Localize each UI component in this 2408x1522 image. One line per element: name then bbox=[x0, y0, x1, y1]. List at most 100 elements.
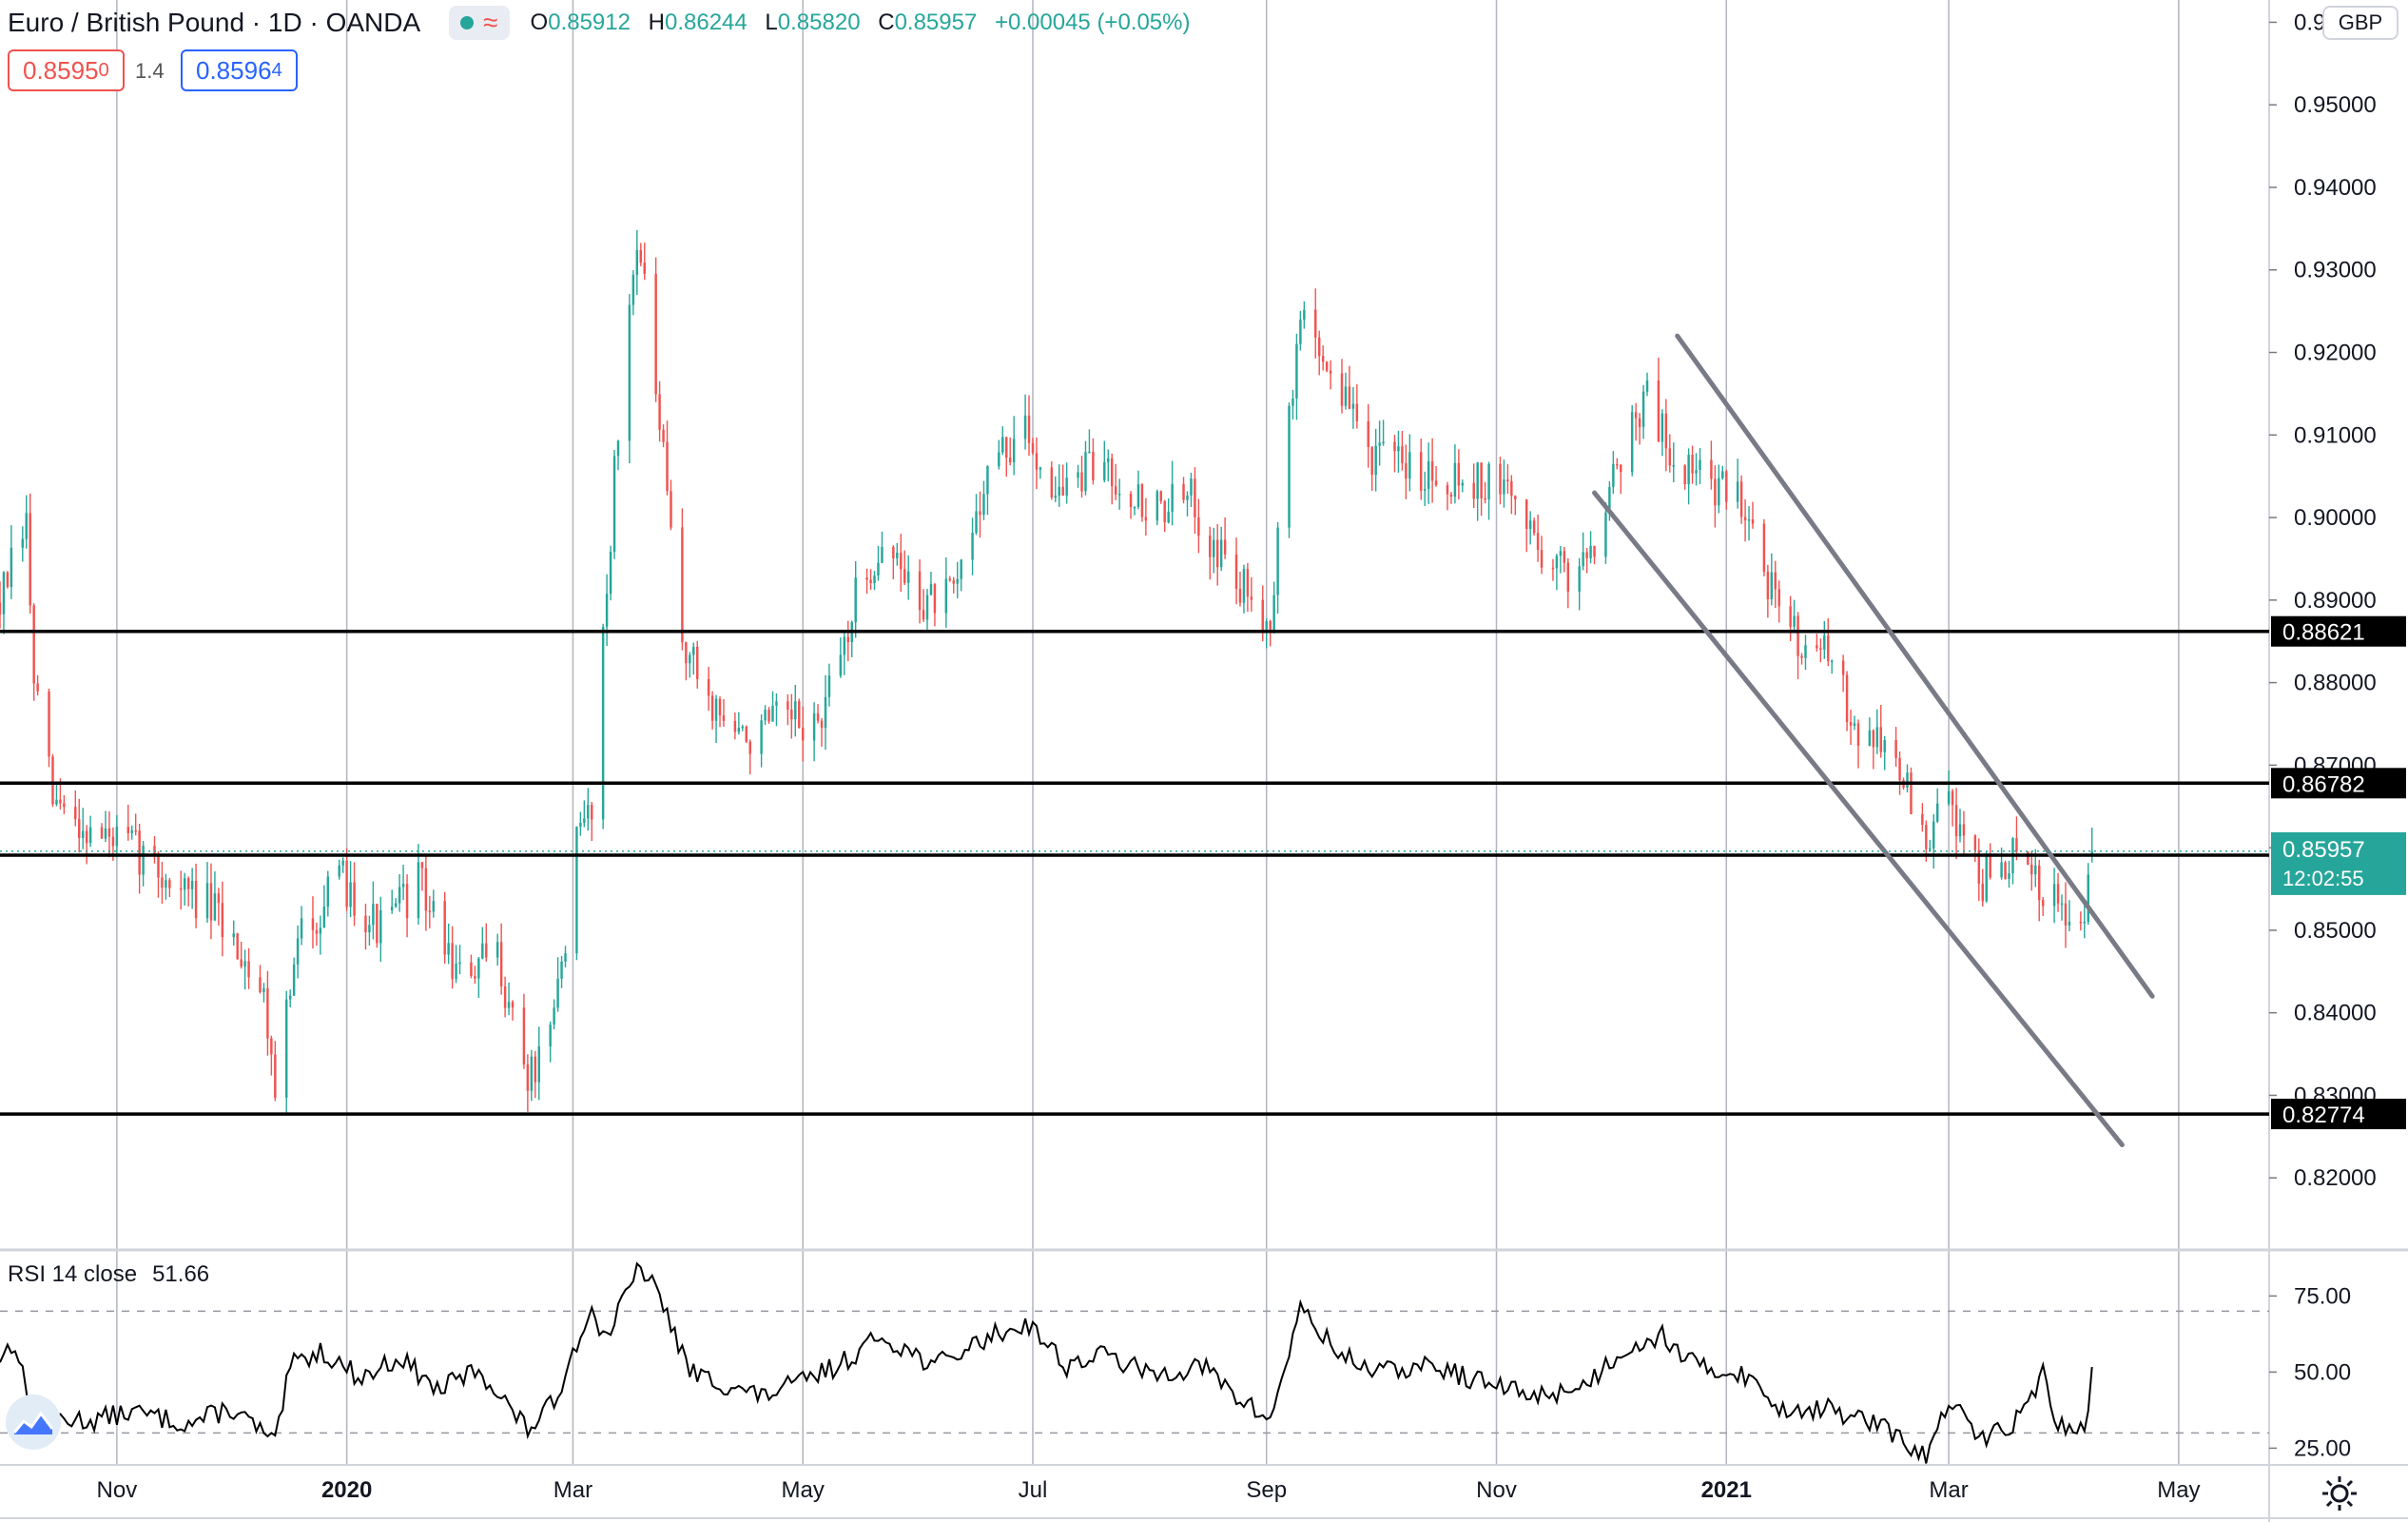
candle-up bbox=[1219, 539, 1223, 568]
candle-down bbox=[1321, 356, 1325, 362]
candle-down bbox=[376, 904, 379, 944]
candle-up bbox=[1299, 320, 1302, 344]
level-label-box bbox=[2271, 1099, 2406, 1130]
candle-up bbox=[1831, 660, 1834, 662]
candle-up bbox=[1559, 551, 1563, 556]
candle-up bbox=[1906, 772, 1909, 788]
candle-up bbox=[81, 830, 85, 839]
candle-down bbox=[217, 893, 221, 904]
candle-down bbox=[1962, 824, 1966, 836]
ohlc-open-value: 0.85912 bbox=[548, 10, 631, 35]
candle-up bbox=[1932, 821, 1935, 849]
sell-button[interactable]: 0.8595 0 bbox=[8, 49, 125, 91]
candle-down bbox=[526, 1064, 530, 1091]
candle-down bbox=[722, 715, 726, 721]
candle-up bbox=[1641, 391, 1645, 427]
candle-down bbox=[2027, 851, 2029, 865]
candle-down bbox=[903, 569, 906, 583]
candle-up bbox=[812, 712, 816, 741]
tradingview-logo-icon[interactable] bbox=[6, 1395, 61, 1450]
candle-up bbox=[1630, 412, 1634, 473]
candle-up bbox=[549, 1024, 552, 1047]
currency-button[interactable]: GBP bbox=[2322, 6, 2398, 40]
candle-up bbox=[1947, 790, 1951, 804]
candle-up bbox=[982, 494, 985, 516]
price-tick-label: 0.90000 bbox=[2294, 505, 2377, 531]
symbol-title[interactable]: Euro / British Pound · 1D · OANDA bbox=[8, 8, 421, 37]
candle-down bbox=[1766, 571, 1770, 599]
candle-down bbox=[1159, 491, 1162, 501]
candle-down bbox=[1367, 420, 1369, 447]
candle-down bbox=[511, 1002, 515, 1008]
candle-down bbox=[1434, 480, 1438, 486]
candle-down bbox=[6, 572, 10, 588]
candle-down bbox=[168, 880, 171, 888]
candle-down bbox=[1269, 620, 1272, 633]
price-tick-label: 0.88000 bbox=[2294, 671, 2377, 696]
candle-down bbox=[1340, 373, 1344, 406]
candle-down bbox=[979, 511, 981, 516]
candle-down bbox=[345, 860, 348, 907]
candle-up bbox=[605, 594, 609, 627]
candle-down bbox=[1925, 825, 1928, 849]
candle-up bbox=[843, 636, 846, 655]
candle-down bbox=[1061, 486, 1064, 496]
candle-down bbox=[816, 712, 820, 721]
candle-up bbox=[1608, 487, 1611, 513]
ohlc-low-value: 0.85820 bbox=[777, 10, 861, 35]
candle-up bbox=[537, 1046, 541, 1083]
time-tick-label: Mar bbox=[1929, 1477, 1968, 1503]
rsi-title[interactable]: RSI 14 close bbox=[8, 1261, 138, 1287]
candle-down bbox=[1845, 674, 1849, 723]
channel-line bbox=[1675, 333, 2155, 999]
candle-up bbox=[956, 578, 959, 584]
candle-down bbox=[522, 1007, 526, 1065]
rsi-value: 51.66 bbox=[152, 1261, 210, 1287]
candle-up bbox=[1736, 481, 1739, 502]
candle-down bbox=[266, 987, 269, 1039]
candle-down bbox=[1921, 813, 1924, 826]
candle-up bbox=[288, 995, 292, 1000]
candle-down bbox=[51, 756, 54, 805]
candle-down bbox=[2064, 903, 2068, 926]
candle-up bbox=[1660, 413, 1664, 442]
candle-down bbox=[85, 830, 88, 844]
status-pill[interactable]: ≈ bbox=[449, 6, 510, 40]
candle-down bbox=[1457, 462, 1461, 486]
buy-button[interactable]: 0.8596 4 bbox=[181, 49, 298, 91]
candle-down bbox=[1472, 482, 1475, 499]
candle-up bbox=[1883, 740, 1886, 752]
candle-down bbox=[1393, 441, 1396, 452]
candle-down bbox=[270, 1038, 273, 1055]
candle-up bbox=[1721, 471, 1724, 478]
candle-up bbox=[760, 720, 763, 754]
candle-down bbox=[534, 1056, 537, 1083]
candle-down bbox=[922, 610, 925, 620]
candle-up bbox=[455, 963, 457, 980]
candle-up bbox=[1065, 478, 1068, 496]
candle-up bbox=[631, 274, 635, 305]
rsi-tick-label: 50.00 bbox=[2294, 1359, 2351, 1385]
bar-countdown-label: 12:02:55 bbox=[2282, 867, 2364, 890]
candle-down bbox=[820, 720, 824, 729]
candle-down bbox=[1989, 856, 1991, 878]
candle-down bbox=[1144, 517, 1148, 521]
candle-down bbox=[1348, 386, 1351, 409]
candle-down bbox=[1616, 463, 1619, 466]
candle-down bbox=[443, 901, 446, 955]
candle-down bbox=[1031, 442, 1035, 454]
candle-down bbox=[1563, 551, 1566, 563]
candle-up bbox=[1344, 386, 1348, 406]
settings-gear-icon[interactable] bbox=[2317, 1471, 2362, 1516]
candle-down bbox=[2030, 864, 2033, 875]
candle-up bbox=[1136, 484, 1140, 507]
candle-down bbox=[1317, 337, 1321, 357]
candle-up bbox=[564, 953, 567, 962]
candle-up bbox=[1382, 441, 1385, 443]
candle-up bbox=[232, 933, 235, 938]
candle-up bbox=[794, 701, 797, 720]
candle-up bbox=[1084, 452, 1087, 492]
candle-up bbox=[25, 513, 28, 539]
candle-down bbox=[1634, 412, 1638, 419]
